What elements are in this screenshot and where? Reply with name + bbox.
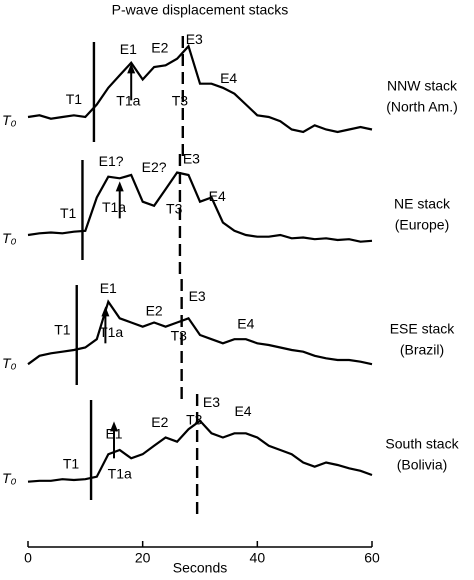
stack-region: (North Am.) xyxy=(386,99,458,115)
event-label: E3 xyxy=(186,31,203,47)
origin-label: T₀ xyxy=(2,470,17,486)
stack-name: South stack xyxy=(385,436,459,452)
event-label: T3 xyxy=(171,327,188,343)
event-label: E3 xyxy=(203,394,220,410)
event-label: E3 xyxy=(189,288,206,304)
event-label: E2 xyxy=(146,302,163,318)
event-label: E4 xyxy=(234,403,251,419)
event-label: T3 xyxy=(172,93,189,109)
trace xyxy=(27,44,373,134)
arrow-head xyxy=(110,421,118,432)
x-tick-label: 40 xyxy=(250,550,266,566)
event-label: T1a xyxy=(116,93,140,109)
event-label: E4 xyxy=(209,188,226,204)
event-label: E1 xyxy=(100,280,117,296)
event-label: E1? xyxy=(99,153,124,169)
trace xyxy=(27,299,373,366)
event-label: E2? xyxy=(142,159,167,175)
origin-label: T₀ xyxy=(2,112,17,128)
event-label: E2 xyxy=(151,39,168,55)
arrow-head xyxy=(101,306,110,317)
event-label: T1 xyxy=(63,456,80,472)
chart-title: P-wave displacement stacks xyxy=(112,2,289,18)
x-tick-label: 60 xyxy=(364,550,380,566)
x-axis-label: Seconds xyxy=(173,560,227,576)
event-label: T3 xyxy=(186,412,203,428)
event-label: E4 xyxy=(237,316,254,332)
stack-region: (Brazil) xyxy=(400,342,444,358)
trace xyxy=(27,419,373,483)
stack-name: NNW stack xyxy=(387,78,458,94)
stack-name: NE stack xyxy=(394,196,451,212)
x-tick-label: 20 xyxy=(135,550,151,566)
event-label: E3 xyxy=(183,151,200,167)
event-label: E4 xyxy=(220,70,237,86)
trace xyxy=(27,171,373,243)
stack-name: ESE stack xyxy=(390,321,456,337)
event-label: T1a xyxy=(99,324,123,340)
event-label: T1 xyxy=(54,322,71,338)
arrow-head xyxy=(115,181,124,192)
event-label: T1a xyxy=(108,466,132,482)
event-label: E2 xyxy=(151,414,168,430)
event-label: E1 xyxy=(105,426,122,442)
origin-label: T₀ xyxy=(2,230,17,246)
arrow-head xyxy=(127,63,136,74)
origin-label: T₀ xyxy=(2,355,17,371)
event-label: T1 xyxy=(60,205,77,221)
event-label: T3 xyxy=(166,201,183,217)
stack-region: (Europe) xyxy=(395,217,449,233)
event-label: T1a xyxy=(102,199,126,215)
stack-region: (Bolivia) xyxy=(397,457,448,473)
x-tick-label: 0 xyxy=(24,550,32,566)
event-label: T1 xyxy=(66,91,83,107)
event-label: E1 xyxy=(120,41,137,57)
